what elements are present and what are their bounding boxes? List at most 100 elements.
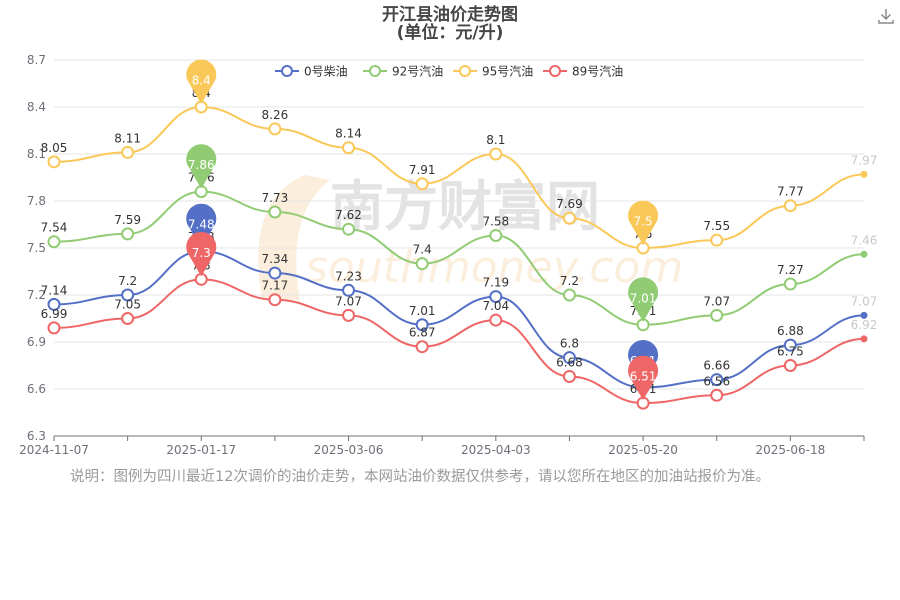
data-point <box>47 321 61 335</box>
x-tick-label: 2025-01-17 <box>166 443 236 457</box>
data-label: 7.23 <box>335 269 362 283</box>
data-label: 7.55 <box>703 219 730 233</box>
marker-value: 8.4 <box>192 74 211 88</box>
x-tick-label: 2025-04-03 <box>461 443 531 457</box>
data-label: 7.59 <box>114 213 141 227</box>
watermark-text: 南方财富网 <box>330 175 600 238</box>
x-tick-label: 2024-11-07 <box>19 443 89 457</box>
marker-value: 7.48 <box>188 218 215 232</box>
data-point <box>121 312 135 325</box>
data-label: 7.05 <box>114 298 141 312</box>
y-tick-label: 6.9 <box>27 335 46 349</box>
data-point <box>710 373 724 387</box>
marker-value: 7.3 <box>192 246 211 260</box>
data-label: 6.68 <box>556 355 583 369</box>
extreme-marker: 7.3 <box>186 231 217 277</box>
y-tick-label: 8.1 <box>27 147 46 161</box>
data-label: 6.56 <box>703 374 730 388</box>
y-tick-label: 7.5 <box>27 241 46 255</box>
data-point <box>562 211 576 225</box>
data-label: 8.14 <box>335 127 362 141</box>
marker-pin <box>628 200 659 245</box>
legend-marker <box>549 65 561 77</box>
data-label: 7.2 <box>560 274 579 288</box>
data-point <box>342 283 356 297</box>
legend-marker <box>281 65 293 77</box>
data-point <box>415 177 429 191</box>
marker-value: 7.01 <box>630 291 657 305</box>
data-point <box>783 277 797 291</box>
data-point <box>710 233 724 247</box>
marker-pin <box>186 59 217 104</box>
download-icon[interactable] <box>876 6 896 26</box>
chart-subtitle: (单位：元/升) <box>396 23 504 43</box>
data-label: 7.04 <box>482 299 509 313</box>
y-tick-label: 8.4 <box>27 100 46 114</box>
marker-pin <box>628 277 659 322</box>
data-label: 6.8 <box>560 337 579 351</box>
data-point <box>121 288 135 302</box>
data-label: 7.01 <box>409 304 436 318</box>
footnote: 说明：图例为四川最近12次调价的油价走势，本网站油价数据仅供参考，请以您所在地区… <box>70 469 770 485</box>
data-point <box>47 297 61 311</box>
data-point <box>783 359 797 372</box>
marker-value: 6.51 <box>630 370 657 384</box>
data-label: 7.46 <box>851 233 878 247</box>
data-point <box>860 311 868 319</box>
x-tick-label: 2025-03-06 <box>314 443 384 457</box>
data-point <box>860 250 868 258</box>
data-label: 6.66 <box>703 359 730 373</box>
data-point <box>342 141 356 155</box>
data-label: 7.62 <box>335 208 362 222</box>
legend-marker <box>369 65 381 77</box>
data-label: 7.2 <box>118 274 137 288</box>
data-label: 6.87 <box>409 326 436 340</box>
data-label: 6.99 <box>41 307 68 321</box>
data-label: 7.77 <box>777 185 804 199</box>
data-label: 6.92 <box>851 318 878 332</box>
data-label: 7.07 <box>703 294 730 308</box>
data-label: 7.19 <box>482 276 509 290</box>
data-point <box>342 222 356 236</box>
data-label: 7.54 <box>41 221 68 235</box>
extreme-marker: 7.5 <box>628 200 659 245</box>
data-point <box>268 122 282 136</box>
data-label: 6.75 <box>777 345 804 359</box>
data-label: 6.88 <box>777 324 804 338</box>
data-label: 7.17 <box>262 279 289 293</box>
data-label: 8.11 <box>114 131 141 145</box>
x-tick-label: 2025-05-20 <box>608 443 678 457</box>
y-tick-label: 6.3 <box>27 429 46 443</box>
legend-label: 0号柴油 <box>304 65 348 79</box>
data-label: 7.07 <box>851 294 878 308</box>
data-point <box>489 228 503 242</box>
y-tick-label: 8.7 <box>27 53 46 67</box>
marker-value: 7.86 <box>188 158 215 172</box>
data-label: 8.26 <box>262 108 289 122</box>
data-point <box>268 266 282 280</box>
extreme-marker: 8.4 <box>186 59 217 104</box>
legend-label: 95号汽油 <box>482 64 533 79</box>
legend-label: 92号汽油 <box>392 64 443 79</box>
data-point <box>415 340 429 354</box>
marker-pin <box>186 231 217 277</box>
legend-label: 89号汽油 <box>572 64 623 79</box>
chart-title: 开江县油价走势图 <box>382 5 518 25</box>
data-point <box>121 145 135 159</box>
legend-marker <box>459 65 471 77</box>
data-point <box>562 288 576 302</box>
data-label: 8.1 <box>486 133 505 147</box>
data-label: 8.05 <box>41 141 68 155</box>
data-point <box>342 308 356 322</box>
data-label: 7.34 <box>262 252 289 266</box>
data-label: 7.97 <box>851 153 878 167</box>
extreme-marker: 7.01 <box>628 277 659 322</box>
data-point <box>783 338 797 352</box>
data-point <box>415 318 429 332</box>
data-label: 7.14 <box>41 283 68 297</box>
marker-pin <box>628 355 659 401</box>
data-point <box>268 293 282 307</box>
data-label: 7.69 <box>556 197 583 211</box>
